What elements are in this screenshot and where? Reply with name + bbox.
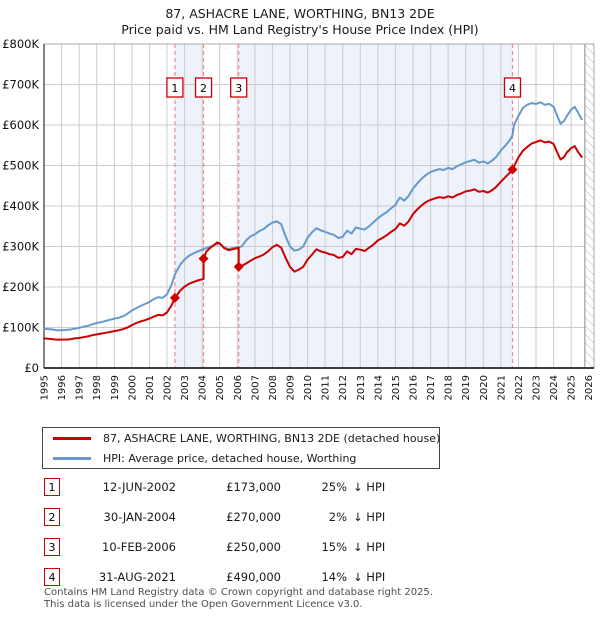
table-row: 1 12-JUN-2002 £173,000 25% ↓ HPI [44, 472, 424, 502]
x-axis-label: 2009 [286, 375, 297, 400]
sale-price: £270,000 [226, 510, 281, 524]
x-axis-label: 2005 [215, 375, 226, 400]
x-axis-label: 2012 [338, 375, 349, 400]
y-axis-label: £400K [2, 199, 39, 213]
license-footer: Contains HM Land Registry data © Crown c… [44, 587, 433, 610]
sale-price: £173,000 [226, 480, 281, 494]
chart-canvas: 1 2 3 4 £0 £100K £200K £300K £400K £500K £600K £700… [2, 37, 595, 400]
x-axis-label: 2010 [303, 375, 314, 400]
sale-2-badge: 2 [44, 508, 60, 526]
y-axis-label: £600K [2, 118, 39, 132]
legend-label-property: 87, ASHACRE LANE, WORTHING, BN13 2DE (de… [103, 432, 441, 445]
hpi-delta-pct: 15% [321, 540, 347, 554]
sale-1-badge: 1 [44, 478, 60, 496]
sale-marker [507, 164, 518, 175]
hpi-line-swatch [53, 457, 91, 460]
x-axis-label: 2001 [145, 375, 156, 400]
table-row: 3 10-FEB-2006 £250,000 15% ↓ HPI [44, 532, 424, 562]
x-axis-label: 1997 [75, 375, 86, 400]
x-axis-label: 2020 [479, 375, 490, 400]
hpi-delta-pct: 14% [321, 570, 347, 584]
x-axis-label: 2015 [391, 375, 402, 400]
x-axis-label: 2011 [321, 375, 332, 400]
sale-number-box [503, 77, 522, 98]
sale-4-badge: 4 [44, 568, 60, 586]
x-axis-label: 2014 [373, 375, 384, 400]
sale-3-badge: 3 [44, 538, 60, 556]
x-axis-label: 2017 [426, 375, 437, 400]
sale-price: £490,000 [226, 570, 281, 584]
sale-price: £250,000 [226, 540, 281, 554]
series-line [43, 139, 583, 341]
sale-number-box [194, 77, 213, 98]
footer-line-1: Contains HM Land Registry data © Crown c… [44, 587, 433, 598]
x-axis-label: 1996 [57, 375, 68, 400]
sale-marker [233, 261, 244, 272]
hpi-delta-ref: ↓ HPI [353, 480, 386, 494]
hpi-delta-ref: ↓ HPI [353, 510, 386, 524]
y-axis-label: £500K [2, 159, 39, 173]
y-axis-label: £0 [24, 361, 39, 375]
x-axis-label: 1999 [110, 375, 121, 400]
x-axis-label: 2021 [496, 375, 507, 400]
x-axis-label: 1998 [92, 375, 103, 400]
x-axis-label: 2004 [198, 375, 209, 400]
table-row: 2 30-JAN-2004 £270,000 2% ↓ HPI [44, 502, 424, 532]
x-axis-label: 2016 [409, 375, 420, 400]
series-line [43, 101, 583, 332]
y-axis-label: £800K [2, 38, 39, 51]
legend-item-hpi: HPI: Average price, detached house, Wort… [43, 449, 439, 468]
sale-date: 10-FEB-2006 [102, 540, 176, 554]
sale-date: 31-AUG-2021 [98, 570, 176, 584]
sale-number-box [230, 77, 248, 98]
sale-date: 30-JAN-2004 [103, 510, 177, 524]
sale-marker [169, 292, 180, 303]
svg-text:4: 4 [509, 82, 516, 95]
x-axis-label: 2022 [514, 375, 525, 400]
page-subtitle: Price paid vs. HM Land Registry's House … [121, 22, 479, 37]
x-axis-label: 2026 [584, 375, 595, 400]
page-title: 87, ASHACRE LANE, WORTHING, BN13 2DE [165, 6, 435, 21]
x-axis-label: 2024 [549, 375, 560, 400]
x-axis-label: 2025 [567, 375, 578, 400]
x-axis-label: 2008 [268, 375, 279, 400]
x-axis-label: 2019 [461, 375, 472, 400]
legend-item-property: 87, ASHACRE LANE, WORTHING, BN13 2DE (de… [43, 429, 441, 448]
property-line-swatch [53, 437, 91, 440]
x-axis-label: 2006 [233, 375, 244, 400]
price-chart: 1 2 3 4 £0 £100K £200K £300K £400K £500K £600K £700… [0, 37, 600, 422]
x-axis-label: 2018 [444, 375, 455, 400]
svg-text:1: 1 [171, 82, 178, 95]
hpi-delta-pct: 2% [328, 510, 347, 524]
sale-marker [198, 253, 209, 264]
x-axis-label: 2023 [532, 375, 543, 400]
sale-date: 12-JUN-2002 [102, 480, 176, 494]
y-axis-label: £100K [2, 321, 39, 335]
hpi-delta-ref: ↓ HPI [353, 570, 386, 584]
chart-legend: 87, ASHACRE LANE, WORTHING, BN13 2DE (de… [42, 427, 440, 469]
future-hatch-region [584, 44, 594, 368]
hpi-delta-ref: ↓ HPI [353, 540, 386, 554]
x-axis-label: 2003 [180, 375, 191, 400]
x-axis-label: 2013 [356, 375, 367, 400]
y-axis-label: £700K [2, 78, 39, 92]
footer-line-2: This data is licensed under the Open Gov… [44, 598, 363, 610]
y-axis-label: £300K [2, 240, 39, 254]
x-axis-label: 2002 [163, 375, 174, 400]
table-row: 4 31-AUG-2021 £490,000 14% ↓ HPI [44, 562, 424, 592]
y-axis-label: £200K [2, 280, 39, 294]
transactions-table: 1 12-JUN-2002 £173,000 25% ↓ HPI 2 30-JA… [44, 472, 424, 592]
svg-text:3: 3 [235, 82, 242, 95]
chart-title: 87, ASHACRE LANE, WORTHING, BN13 2DE Pri… [0, 6, 600, 38]
x-axis-label: 2007 [250, 375, 261, 400]
legend-label-hpi: HPI: Average price, detached house, Wort… [103, 452, 357, 465]
x-axis-label: 2000 [127, 375, 138, 400]
x-axis-label: 1995 [40, 375, 51, 400]
svg-text:2: 2 [200, 82, 207, 95]
sale-number-box [166, 77, 184, 98]
hpi-delta-pct: 25% [321, 480, 347, 494]
